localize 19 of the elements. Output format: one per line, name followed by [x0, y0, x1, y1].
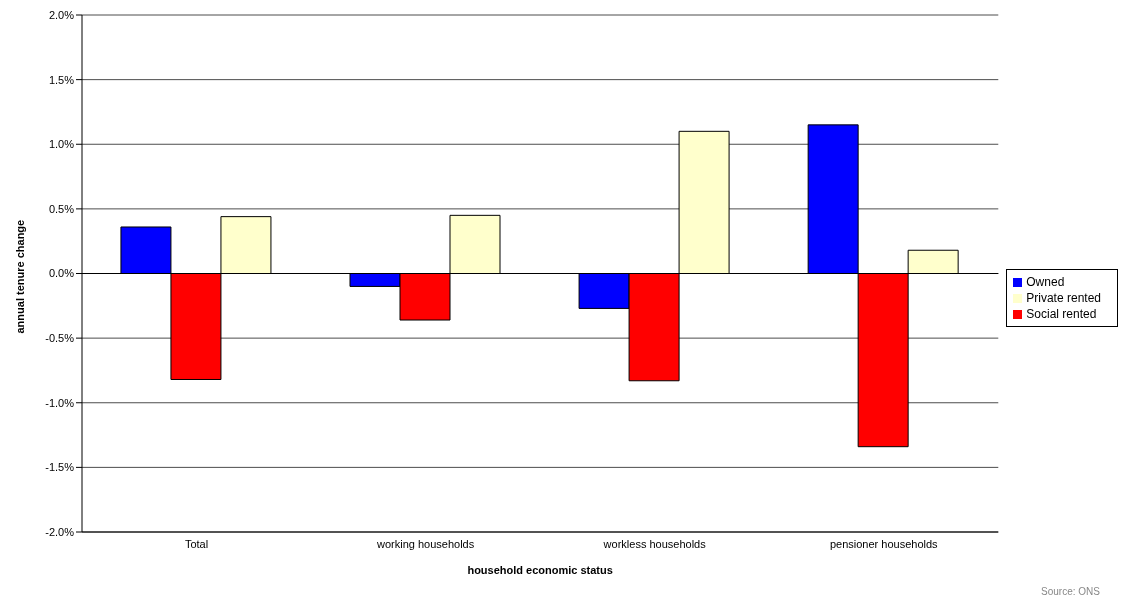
x-tick-label: Total — [184, 537, 209, 550]
x-tick-label: working households — [375, 537, 475, 550]
y-tick-label: -1.0% — [45, 396, 75, 409]
y-axis-title: annual tenure change — [13, 219, 26, 334]
y-tick-label: 2.0% — [48, 8, 75, 21]
x-tick-label: workless households — [602, 537, 707, 550]
y-tick-label: 1.0% — [48, 138, 75, 151]
legend-label: Owned — [1026, 275, 1065, 289]
y-tick-label: 0.5% — [48, 202, 75, 215]
source-note: Source: ONS — [1041, 586, 1100, 597]
legend-label: Social rented — [1026, 307, 1097, 321]
x-tick-label: pensioner households — [829, 537, 939, 550]
y-tick-label: -1.5% — [45, 461, 75, 474]
y-tick-label: -0.5% — [45, 332, 75, 345]
y-tick-label: 1.5% — [48, 73, 75, 86]
legend-label: Private rented — [1026, 291, 1101, 305]
y-tick-label: 0.0% — [48, 267, 75, 280]
x-axis-title: household economic status — [467, 564, 613, 576]
y-tick-label: -2.0% — [45, 525, 75, 538]
